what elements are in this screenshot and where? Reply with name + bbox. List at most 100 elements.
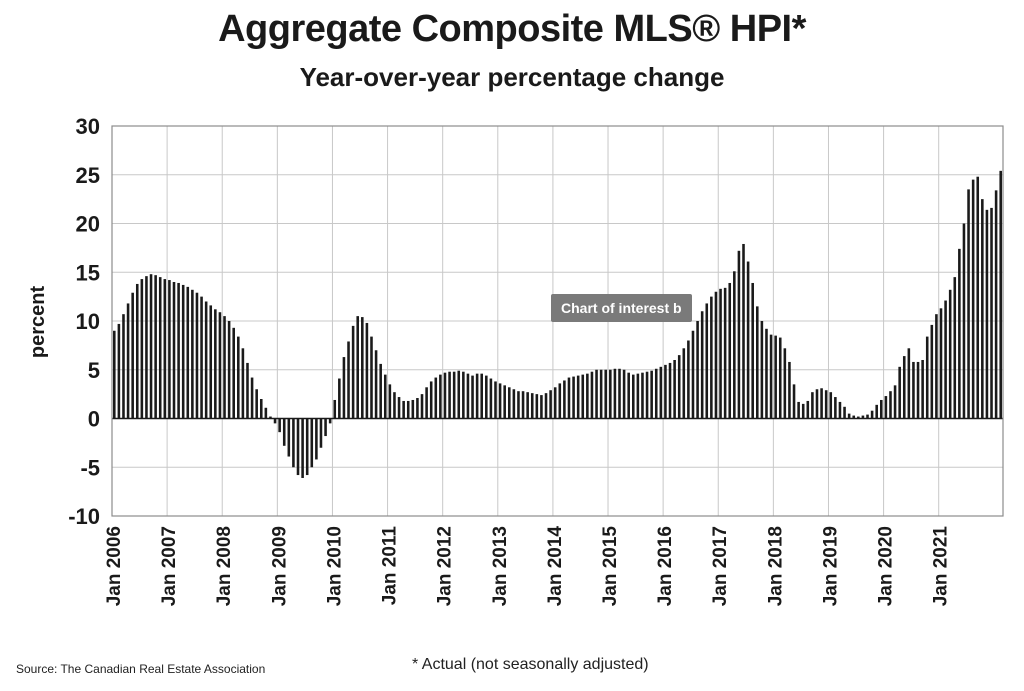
bar [627,372,630,419]
bar [939,308,943,419]
x-tick-label: Jan 2014 [545,526,566,607]
bar [301,418,304,478]
bar [710,296,713,419]
bar [870,410,874,419]
bar [246,362,249,419]
bar [962,223,966,419]
bar [797,401,800,419]
x-axis-tick-labels: Jan 2006 Jan 2007 Jan 2008 Jan 2009 Jan 2010… [104,526,952,607]
bar [351,325,355,419]
bar [462,371,465,419]
bar [650,370,653,419]
bar [999,170,1002,419]
bar [237,336,240,419]
bar [512,389,516,419]
bar [319,418,323,448]
bar [847,413,851,419]
bar [342,357,346,419]
bar [659,366,663,419]
bar [613,368,617,419]
bar [466,373,470,419]
bar [117,323,121,419]
bar [925,336,929,419]
bar [347,341,350,419]
bar [535,394,539,419]
bar [177,282,180,419]
bar [287,418,291,457]
bar [420,394,424,419]
bar [457,370,461,419]
bar [259,399,263,419]
bar [636,373,640,419]
bar [641,372,644,419]
bar [935,314,938,419]
bar [677,355,681,419]
x-tick-label: Jan 2008 [214,526,235,606]
x-tick-label: Jan 2013 [490,526,511,606]
bar [530,393,534,419]
bar [581,374,585,419]
bar [572,376,575,419]
bar [181,284,185,419]
bar [521,391,525,419]
bar [645,371,649,419]
bar [296,418,300,476]
bar [494,381,497,419]
bar [948,289,952,419]
y-tick-label: 20 [76,212,100,237]
y-tick-label: 30 [76,114,100,139]
bar [489,378,493,419]
bar [811,392,814,419]
bar [912,361,915,419]
bar [769,334,773,419]
bar [668,362,672,419]
bar [397,397,401,419]
bar [576,375,580,419]
bar [737,250,741,419]
bar [567,377,571,419]
bar [158,277,162,419]
bar [687,340,690,419]
bar [742,243,745,419]
bar [778,337,782,419]
bar [664,364,667,419]
x-tick-label: Jan 2019 [820,526,841,606]
bar [604,369,608,419]
bar [544,393,548,419]
bar [728,282,732,419]
bar [994,190,998,419]
bar [792,384,796,419]
bar [526,392,529,419]
bar [765,328,768,419]
bar [172,282,176,419]
bar [760,321,764,419]
bar [549,390,552,419]
bar [930,324,934,419]
hover-tooltip: Chart of interest b [551,294,692,322]
bar [388,384,392,419]
bar [485,375,488,419]
bar [981,199,984,419]
bar [838,401,842,419]
source-note: Source: The Canadian Real Estate Associa… [16,662,266,676]
bar [191,289,194,419]
bar [402,400,405,419]
bar [595,369,598,419]
footnote: * Actual (not seasonally adjusted) [412,656,649,673]
bar [507,387,511,419]
bar [498,383,502,419]
y-tick-label: 0 [88,407,100,432]
y-tick-label: -10 [68,504,100,529]
x-tick-label: Jan 2015 [600,526,621,607]
bar [654,368,658,419]
bar [985,209,989,419]
bar [971,179,975,419]
bar [471,375,474,419]
bar [700,311,704,419]
bar [292,418,295,468]
bar [218,312,222,419]
bar [857,416,860,419]
bar [250,377,254,419]
y-tick-label: -5 [80,455,100,480]
x-tick-label: Jan 2020 [876,526,897,606]
